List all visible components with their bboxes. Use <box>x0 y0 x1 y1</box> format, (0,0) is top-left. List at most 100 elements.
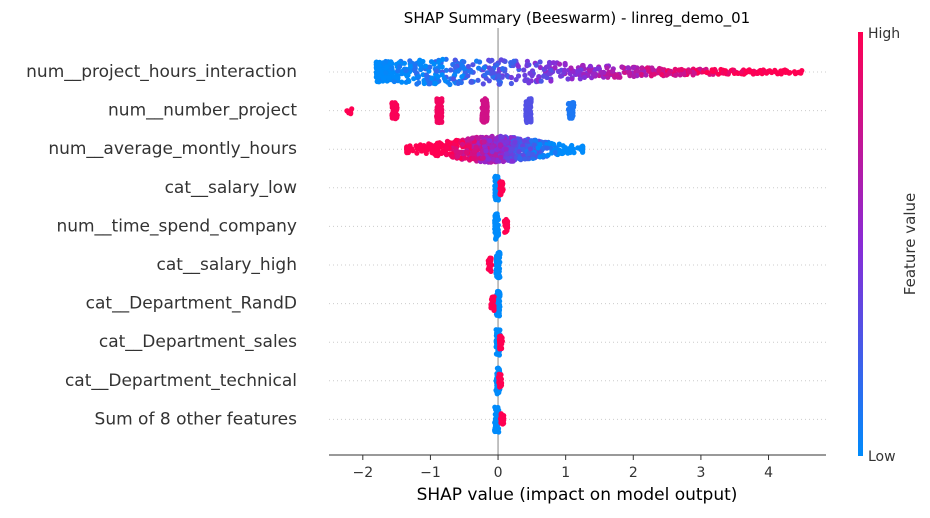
data-point <box>445 139 451 145</box>
data-point <box>373 62 379 68</box>
data-point <box>581 74 588 80</box>
data-point <box>383 70 389 76</box>
data-point <box>779 69 785 76</box>
data-point <box>575 68 581 74</box>
data-point <box>458 149 464 155</box>
feature-label: Sum of 8 other features <box>95 409 298 429</box>
data-point <box>468 69 474 75</box>
data-point <box>475 77 481 83</box>
data-point <box>673 72 679 78</box>
data-point <box>765 68 771 74</box>
data-point <box>475 135 481 141</box>
data-point <box>775 71 781 77</box>
data-point <box>429 75 435 81</box>
data-points <box>344 56 805 435</box>
data-point <box>599 69 605 76</box>
data-point <box>545 64 551 70</box>
feature-label: num__time_spend_company <box>56 216 297 236</box>
data-point <box>436 59 442 65</box>
data-point <box>461 65 467 72</box>
feature-label: num__number_project <box>108 101 297 121</box>
data-point <box>412 63 418 69</box>
data-point <box>374 78 380 85</box>
data-point <box>381 76 387 82</box>
data-point <box>434 108 440 114</box>
data-point <box>523 106 529 112</box>
data-point <box>409 146 415 152</box>
data-point <box>464 149 470 155</box>
data-point <box>592 67 598 73</box>
data-point <box>492 404 498 410</box>
data-point <box>389 61 395 67</box>
data-point <box>586 67 593 74</box>
x-tick-label: 1 <box>561 465 570 481</box>
data-point <box>744 68 750 74</box>
feature-label: cat__Department_RandD <box>86 294 297 314</box>
data-point <box>492 426 498 432</box>
data-point <box>559 150 565 156</box>
data-point <box>404 144 410 150</box>
data-point <box>526 115 532 121</box>
data-point <box>470 156 477 162</box>
data-point <box>523 111 529 117</box>
data-point <box>496 307 502 313</box>
data-point <box>495 230 502 236</box>
data-point <box>417 62 423 68</box>
data-point <box>531 142 537 148</box>
data-point <box>494 256 501 262</box>
colorbar-low-label: Low <box>868 449 896 465</box>
data-point <box>772 67 778 73</box>
data-point <box>504 155 511 161</box>
data-point <box>406 78 412 84</box>
data-point <box>552 149 558 156</box>
data-point <box>561 67 568 73</box>
data-point <box>453 137 459 143</box>
data-point <box>450 76 456 82</box>
data-point <box>659 71 665 78</box>
data-point <box>487 137 493 144</box>
data-point <box>495 389 501 395</box>
data-point <box>498 383 504 389</box>
data-point <box>535 145 541 151</box>
data-point <box>484 114 490 120</box>
data-point <box>432 81 438 87</box>
data-point <box>452 64 458 70</box>
data-point <box>480 81 486 87</box>
data-point <box>639 71 645 78</box>
data-point <box>473 144 479 150</box>
data-point <box>515 63 521 69</box>
data-point <box>498 377 504 383</box>
data-point <box>487 58 493 64</box>
data-point <box>470 62 476 68</box>
data-point <box>498 179 504 185</box>
feature-label: cat__Department_sales <box>99 332 297 352</box>
data-point <box>496 73 502 79</box>
data-point <box>476 65 482 71</box>
data-point <box>471 148 477 154</box>
data-point <box>480 155 486 161</box>
data-point <box>436 119 442 126</box>
data-point <box>526 150 532 157</box>
data-point <box>591 71 597 77</box>
feature-labels: num__project_hours_interaction num__numbe… <box>26 62 297 429</box>
data-point <box>487 257 493 263</box>
data-point <box>656 68 662 74</box>
data-point <box>761 68 768 74</box>
data-point <box>443 145 449 151</box>
data-point <box>522 156 528 162</box>
data-point <box>569 76 575 82</box>
data-point <box>381 60 387 66</box>
data-point <box>527 108 534 114</box>
data-point <box>414 150 420 156</box>
data-point <box>448 67 454 73</box>
data-point <box>455 68 461 74</box>
data-point <box>415 73 421 79</box>
data-point <box>508 80 514 87</box>
x-tick-label: −2 <box>352 465 373 481</box>
data-point <box>424 75 430 81</box>
data-point <box>509 146 515 152</box>
data-point <box>704 69 710 76</box>
data-point <box>537 154 543 160</box>
data-point <box>483 108 490 114</box>
